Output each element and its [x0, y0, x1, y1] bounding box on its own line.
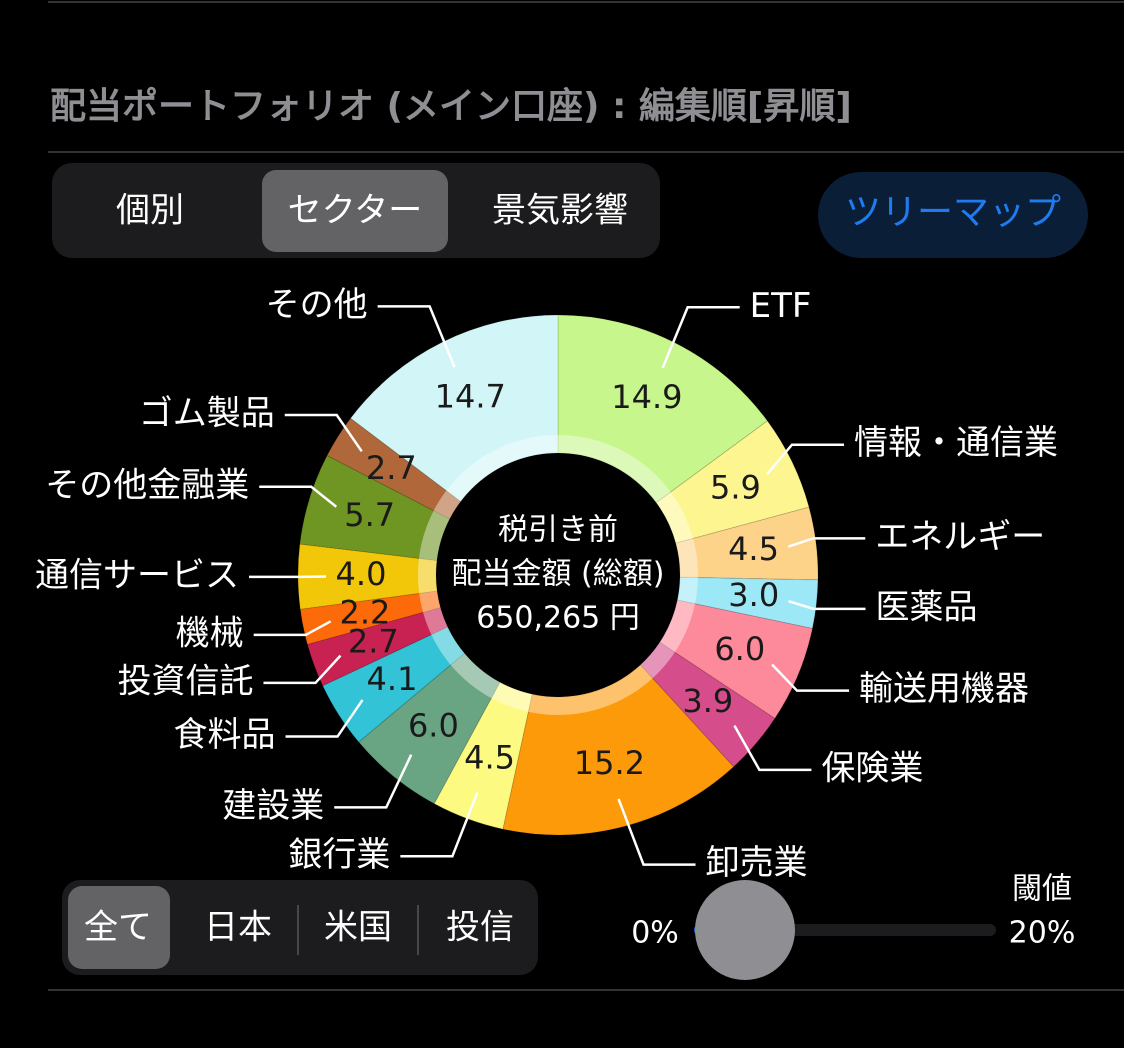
category-label: その他	[266, 285, 368, 325]
category-label: 銀行業	[288, 835, 390, 875]
category-label: 建設業	[222, 786, 324, 826]
filter[interactable]: 米国	[324, 908, 392, 948]
value-label: 3.9	[682, 682, 733, 720]
filter[interactable]: 投信	[446, 908, 514, 948]
center-text: 税引き前	[498, 513, 618, 548]
category-label: 食料品	[174, 715, 276, 755]
value-label: 4.0	[336, 555, 387, 593]
category-label: 機械	[176, 613, 244, 653]
value-label: 4.5	[464, 739, 515, 777]
slider-thumb[interactable]	[695, 880, 795, 980]
value-label: 6.0	[714, 630, 765, 668]
value-label: 14.7	[435, 378, 506, 416]
category-label: その他金融業	[45, 465, 249, 505]
category-label: 通信サービス	[35, 555, 239, 595]
category-label: 輸送用機器	[859, 669, 1029, 709]
category-label: ETF	[750, 286, 812, 326]
value-label: 14.9	[611, 378, 682, 416]
slider-max-label: 20%	[1009, 916, 1076, 951]
tab[interactable]: セクター	[288, 191, 423, 231]
value-label: 2.7	[366, 449, 417, 487]
category-label: 卸売業	[706, 843, 808, 883]
value-label: 3.0	[728, 576, 779, 614]
category-label: エネルギー	[875, 517, 1045, 557]
value-label: 6.0	[408, 707, 459, 745]
category-label: 医薬品	[876, 587, 978, 627]
filter[interactable]: 日本	[204, 908, 272, 948]
tab[interactable]: 個別	[116, 191, 184, 231]
title: 配当ポートフォリオ (メイン口座) : 編集順[昇順]	[50, 85, 852, 127]
slider-min-label: 0%	[631, 916, 679, 951]
value-label: 5.9	[710, 468, 761, 506]
value-label: 5.7	[344, 496, 395, 534]
tab[interactable]: 景気影響	[492, 191, 628, 231]
filter[interactable]: 全て	[84, 908, 152, 948]
category-label: ゴム製品	[139, 394, 275, 434]
slider-label: 閾値	[1012, 872, 1072, 907]
value-label: 4.5	[728, 530, 779, 568]
center-text: 650,265 円	[476, 601, 640, 636]
treemap-button-label[interactable]: ツリーマップ	[845, 192, 1061, 233]
center-text: 配当金額 (総額)	[452, 557, 665, 592]
value-label: 15.2	[574, 744, 645, 782]
value-label: 4.1	[367, 660, 418, 698]
category-label: 投資信託	[117, 661, 253, 701]
value-label: 2.2	[340, 593, 391, 631]
category-label: 情報・通信業	[854, 423, 1058, 463]
category-label: 保険業	[821, 748, 923, 788]
